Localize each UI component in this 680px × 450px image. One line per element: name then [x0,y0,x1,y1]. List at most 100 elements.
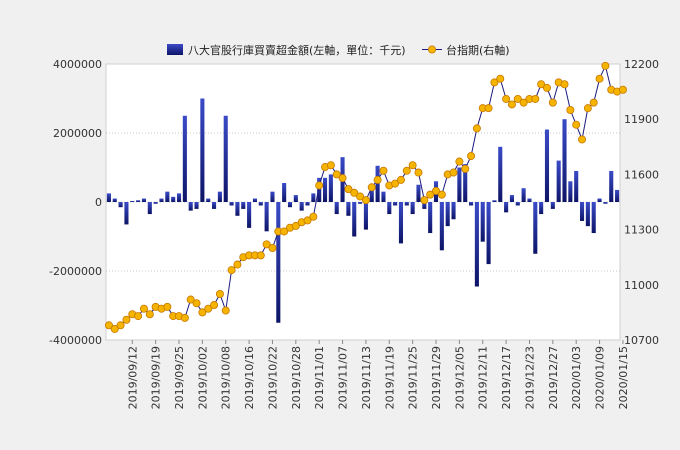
bar [212,202,217,209]
left-axis-tick-label: 0 [95,196,102,209]
bar [463,164,468,202]
bar [568,181,573,202]
x-tick-label: 2020/01/03 [570,346,583,409]
line-point [356,192,365,201]
bar [393,202,398,206]
bar [445,202,450,227]
x-tick-label: 2019/10/16 [243,346,256,409]
bar [387,202,392,215]
x-tick-label: 2019/12/17 [500,346,513,409]
line-point [490,78,499,87]
bar [585,202,590,227]
bar [264,202,269,232]
line-point [373,175,382,184]
bar [206,198,211,202]
line-point [595,74,604,83]
legend-line-label: 台指期(右軸) [446,43,510,57]
bar [597,198,602,202]
left-axis: 4000000 2000000 0 -2000000 -4000000 [49,58,102,347]
line-point [104,321,113,330]
line-point [309,212,318,221]
bar [258,202,263,206]
bar [112,198,117,202]
line-point [315,181,324,190]
line-point [268,243,277,252]
bar [416,184,421,202]
bar [299,202,304,211]
x-tick-label: 2019/10/22 [266,346,279,409]
bar [194,202,199,209]
line-point [426,190,435,199]
bar [317,177,322,202]
bar [223,115,228,202]
bar [562,119,567,202]
line-point [467,151,476,160]
line-point [583,104,592,113]
line-point [502,94,511,103]
line-point [519,98,528,107]
x-tick-label: 2019/10/08 [220,346,233,409]
bar [252,198,257,202]
line-point [572,120,581,129]
line-point [548,98,557,107]
line-point [338,174,347,183]
bar [369,188,374,202]
bar [521,188,526,202]
bar [200,98,205,202]
line-point [455,157,464,166]
x-tick-label: 2020/01/09 [594,346,607,409]
x-tick-label: 2019/10/02 [196,346,209,409]
line-point [256,251,265,260]
bar [153,202,158,204]
x-tick-label: 2019/12/11 [477,346,490,409]
line-point [542,83,551,92]
line-point [513,94,522,103]
line-point [145,310,154,319]
line-point [531,94,540,103]
line-point [210,301,219,310]
line-point [262,240,271,249]
bar [574,170,579,202]
line-point [414,168,423,177]
line-point [367,183,376,192]
bar [457,167,462,202]
legend: 八大官股行庫買賣超金額(左軸，單位：千元) 台指期(右軸) [167,43,510,57]
line-point [110,324,119,333]
bar [334,202,339,215]
x-tick-label: 2019/11/13 [360,346,373,409]
left-axis-tick-label: 2000000 [53,127,102,140]
line-point [116,321,125,330]
bar [474,202,479,287]
x-tick-label: 2019/12/27 [547,346,560,409]
bar [235,202,240,216]
line-point [198,308,207,317]
bar [539,202,544,215]
bar [322,177,328,202]
legend-line-marker-icon [427,45,436,54]
bar [217,191,222,202]
line-point [560,80,569,89]
right-axis-tick-label: 11000 [624,279,659,292]
bar [124,202,129,225]
line-point [437,190,446,199]
bar [358,202,363,204]
x-tick-label: 2019/09/25 [173,346,186,409]
line-point [361,196,370,205]
bar [352,202,357,237]
x-tick-label: 2019/12/23 [523,346,536,409]
line-point [461,164,470,173]
right-axis-tick-label: 11900 [624,113,659,126]
left-axis-tick-label: 4000000 [53,58,102,71]
bar [182,115,187,202]
line-point [332,170,341,179]
x-tick-label: 2019/11/01 [313,346,326,409]
x-tick-label: 2019/11/25 [407,346,420,409]
bar [147,202,152,215]
bar [428,202,433,234]
x-tick-label: 2019/09/12 [126,346,139,409]
line-point [204,304,213,313]
bar [165,191,170,202]
bar [118,202,123,208]
bar [229,202,234,206]
line-point [163,302,172,311]
